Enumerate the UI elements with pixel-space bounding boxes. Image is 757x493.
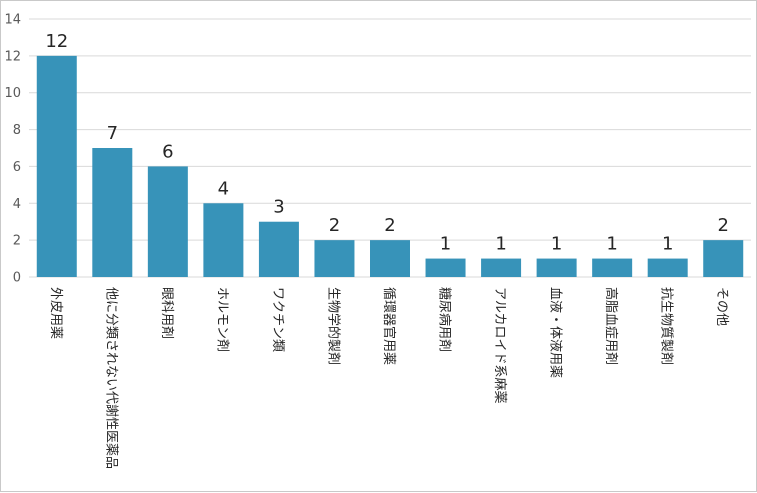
category-label: 抗生物質製剤: [659, 287, 675, 365]
data-label: 2: [329, 215, 340, 236]
bar: [592, 258, 633, 277]
category-label: ワクチン類: [270, 287, 285, 352]
data-label: 2: [718, 215, 729, 236]
data-label: 12: [45, 31, 68, 52]
bars: [36, 55, 744, 277]
bar: [647, 258, 688, 277]
x-axis-category-labels: 外皮用薬 他に分類されない代謝性医薬品 眼科用剤 ホルモン剤 ワクチン類 生物学的製剤 循環…: [48, 287, 729, 469]
bar: [703, 240, 744, 277]
data-label: 1: [662, 234, 673, 255]
y-tick-label: 12: [4, 49, 21, 64]
category-label: その他: [714, 287, 729, 326]
category-label: 循環器官用薬: [381, 287, 397, 365]
bar: [203, 203, 244, 277]
data-label: 1: [495, 234, 506, 255]
category-label: ホルモン剤: [214, 287, 230, 352]
y-tick-label: 0: [13, 271, 21, 286]
bar: [147, 166, 188, 277]
category-label: 生物学的製剤: [325, 287, 341, 365]
bar: [36, 55, 77, 277]
data-label: 1: [606, 234, 617, 255]
y-tick-label: 14: [4, 13, 21, 28]
data-label: 2: [384, 215, 395, 236]
data-label: 3: [273, 197, 284, 218]
gridlines: [29, 18, 751, 278]
bar: [314, 240, 355, 277]
category-label: 他に分類されない代謝性医薬品: [103, 287, 118, 469]
bar: [536, 258, 577, 277]
y-tick-label: 10: [4, 86, 21, 101]
data-label: 6: [162, 141, 173, 162]
bar: [425, 258, 466, 277]
bar: [258, 221, 299, 277]
y-tick-label: 8: [13, 123, 21, 138]
category-label: 血液・体液用薬: [548, 287, 563, 378]
data-label: 1: [551, 234, 562, 255]
category-label: 糖尿病用剤: [437, 287, 453, 352]
category-label: 眼科用剤: [159, 287, 175, 339]
category-label: アルカロイド系麻薬: [492, 287, 507, 403]
data-label: 7: [107, 123, 118, 144]
data-label: 4: [218, 178, 229, 199]
y-axis-ticks: 0 2 4 6 8 10 12 14: [4, 13, 21, 286]
y-tick-label: 6: [13, 160, 21, 175]
category-label: 高脂血症用剤: [603, 287, 619, 365]
y-tick-label: 2: [13, 234, 21, 249]
data-label: 1: [440, 234, 451, 255]
category-label: 外皮用薬: [48, 287, 63, 339]
y-tick-label: 4: [13, 197, 21, 212]
bar: [92, 148, 133, 277]
bar: [481, 258, 522, 277]
bar: [370, 240, 410, 277]
